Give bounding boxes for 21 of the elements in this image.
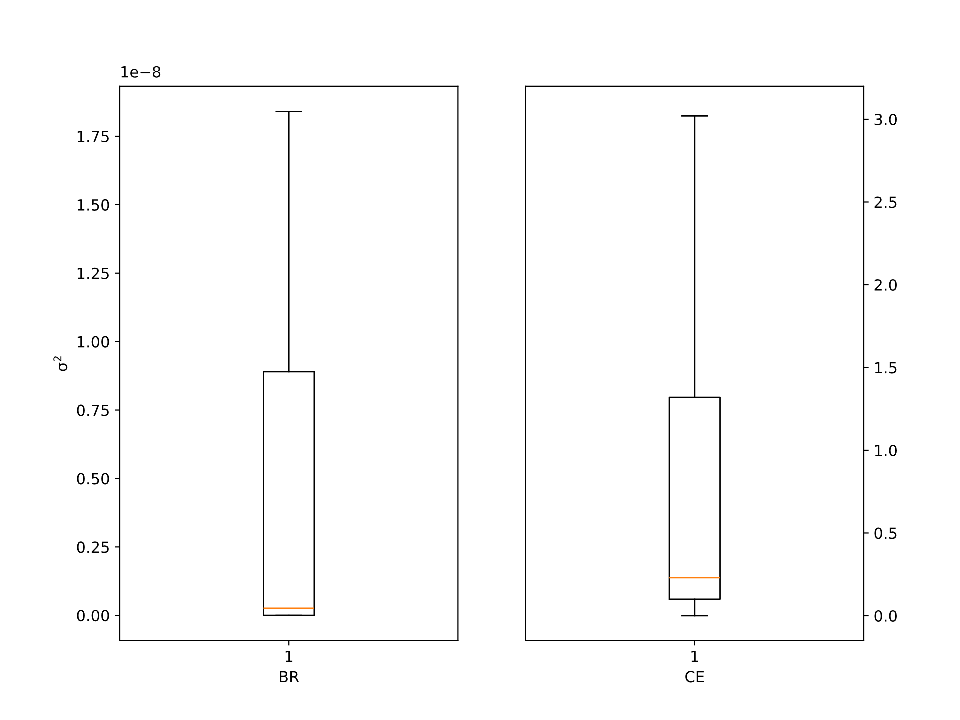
y-tick-label: 1.25: [78, 268, 109, 280]
y-tick-label: 1.00: [78, 336, 110, 348]
y-tick-label: 0.75: [77, 404, 109, 416]
y-tick-label: 3.0: [874, 114, 898, 126]
y-tick-label: 2.0: [874, 279, 898, 292]
y-tick-label: 0.00: [77, 610, 110, 622]
y-tick-label: 1.50: [78, 199, 110, 211]
y-tick-label: 0.0: [874, 610, 898, 622]
y-tick-label: 1.75: [78, 131, 109, 143]
x-tick-label: 1: [692, 650, 698, 662]
x-tick-label: 1: [286, 650, 293, 662]
y-tick-label: 2.5: [874, 196, 897, 208]
text: 1e−8: [122, 66, 161, 78]
x-axis-title: BR: [280, 671, 300, 682]
y-tick-label: 0.25: [77, 542, 109, 554]
y-tick-label: 0.50: [77, 473, 110, 485]
y-tick-label: 1.5: [875, 362, 897, 374]
y-tick-label: 0.5: [874, 528, 897, 540]
y-tick-label: 1.0: [875, 444, 898, 457]
x-axis-title: CE: [686, 671, 704, 683]
y-axis-title: σ$^{2}$: [54, 356, 68, 372]
